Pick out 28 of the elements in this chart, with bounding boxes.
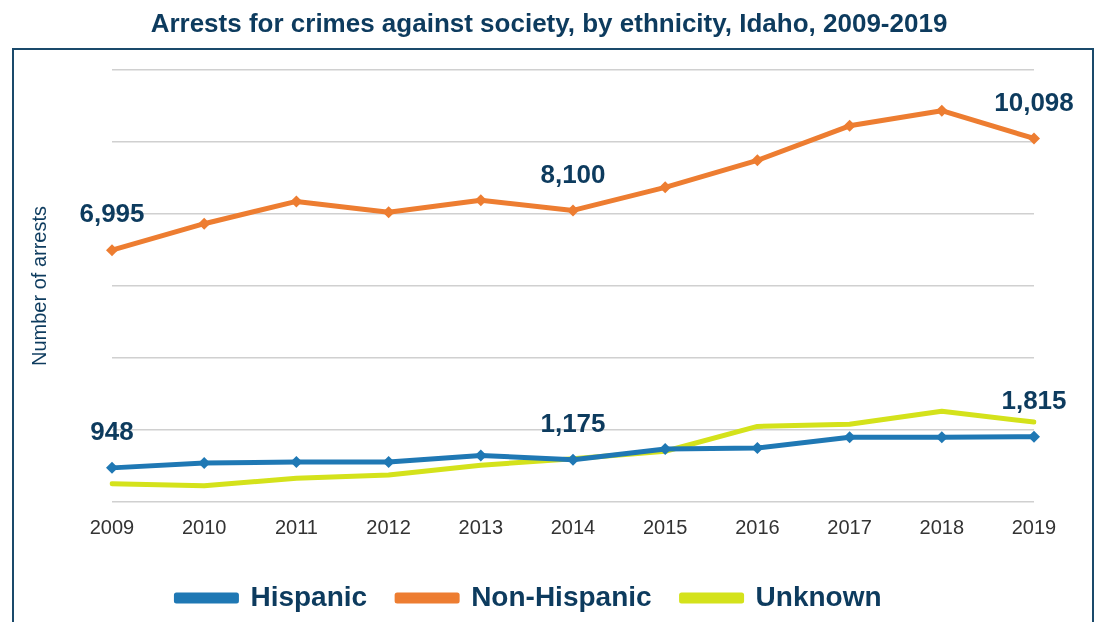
x-tick-label: 2017 <box>827 515 872 538</box>
x-tick-label: 2016 <box>735 515 780 538</box>
point <box>106 244 118 257</box>
x-tick-label: 2014 <box>550 515 596 538</box>
y-axis-title: Number of arrests <box>27 205 50 367</box>
legend-label: Hispanic <box>250 580 368 612</box>
x-tick-label: 2019 <box>1011 515 1057 538</box>
data-label: 1,815 <box>1001 384 1067 415</box>
data-label: 6,995 <box>79 198 145 229</box>
x-tick-label: 2015 <box>642 515 688 538</box>
x-tick-label: 2010 <box>181 515 227 538</box>
data-label: 948 <box>90 416 134 447</box>
data-label: 10,098 <box>994 86 1074 117</box>
x-tick-label: 2018 <box>919 515 965 538</box>
legend-label: Non-Hispanic <box>471 580 652 612</box>
x-tick-label: 2011 <box>274 515 318 538</box>
point <box>567 204 579 217</box>
x-tick-label: 2012 <box>366 515 411 538</box>
legend-label: Unknown <box>755 580 882 612</box>
data-label: 1,175 <box>540 407 606 438</box>
x-tick-label: 2009 <box>89 515 135 538</box>
chart-title: Arrests for crimes against society, by ethnicity, Idaho, 2009-2019 <box>149 8 949 39</box>
point <box>659 181 672 194</box>
data-label: 8,100 <box>540 158 606 189</box>
point <box>843 119 856 132</box>
x-tick-label: 2013 <box>458 515 504 538</box>
point <box>751 154 764 167</box>
point <box>1028 132 1040 145</box>
